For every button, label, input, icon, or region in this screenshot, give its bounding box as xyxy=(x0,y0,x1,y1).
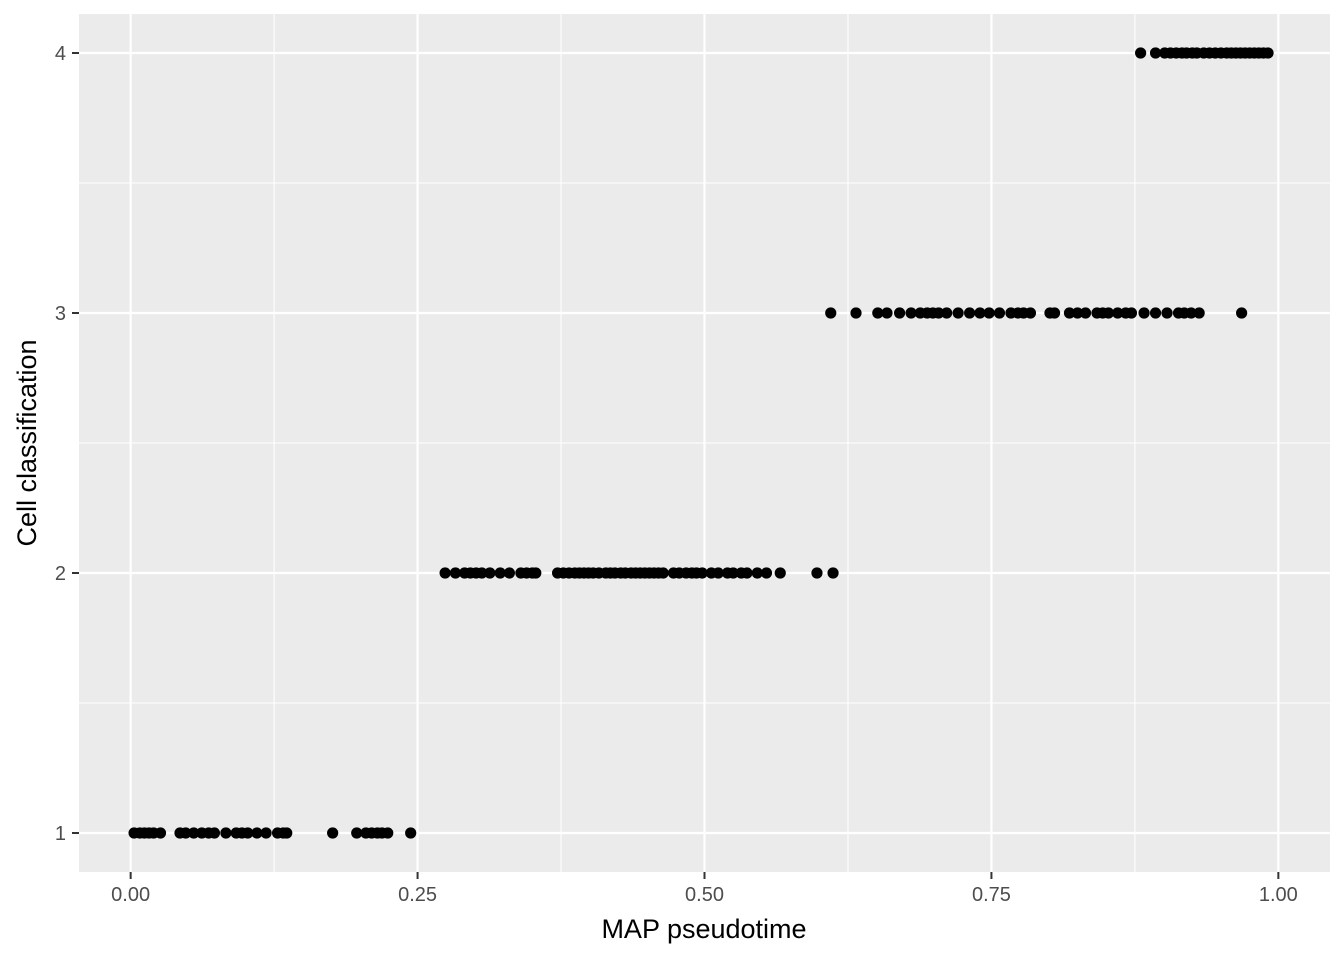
data-point xyxy=(1236,307,1248,319)
data-point xyxy=(751,567,763,579)
y-tick-label: 2 xyxy=(55,563,66,585)
data-point xyxy=(530,567,542,579)
data-point xyxy=(154,827,167,839)
data-point xyxy=(952,307,964,319)
data-point xyxy=(382,827,394,839)
data-point xyxy=(1071,307,1084,319)
y-tick-label: 3 xyxy=(55,303,66,325)
data-point xyxy=(1135,47,1147,59)
data-point xyxy=(1149,307,1162,319)
x-tick-label: 0.25 xyxy=(398,884,437,906)
data-point xyxy=(180,827,192,839)
data-point xyxy=(1138,307,1150,319)
x-tick-label: 1.00 xyxy=(1259,884,1298,906)
data-point xyxy=(1048,307,1061,319)
data-point xyxy=(993,307,1006,319)
y-axis: 1 2 3 4 xyxy=(55,43,79,845)
data-point xyxy=(1262,47,1274,59)
data-points xyxy=(128,47,1274,839)
y-axis-title: Cell classification xyxy=(12,339,42,546)
data-point xyxy=(405,827,417,839)
data-point xyxy=(1102,307,1115,319)
data-point xyxy=(503,567,515,579)
data-point xyxy=(905,307,917,319)
data-point xyxy=(974,307,986,319)
x-axis-title: MAP pseudotime xyxy=(601,914,806,944)
data-point xyxy=(251,827,263,839)
data-point xyxy=(983,307,995,319)
data-point xyxy=(827,567,839,579)
data-point xyxy=(741,567,753,579)
data-point xyxy=(1161,307,1173,319)
x-axis: 0.00 0.25 0.50 0.75 1.00 xyxy=(111,872,1298,906)
data-point xyxy=(494,567,506,579)
data-point xyxy=(1193,307,1205,319)
data-point xyxy=(712,567,724,579)
data-point xyxy=(476,567,488,579)
x-tick-label: 0.50 xyxy=(685,884,724,906)
data-point xyxy=(825,307,837,319)
data-point xyxy=(657,567,669,579)
data-point xyxy=(850,307,862,319)
data-point xyxy=(449,567,462,579)
data-point xyxy=(1063,307,1076,319)
data-point xyxy=(208,827,221,839)
data-point xyxy=(242,827,254,839)
data-point xyxy=(872,307,884,319)
data-point xyxy=(1079,307,1092,319)
data-point xyxy=(1112,307,1124,319)
y-tick-label: 4 xyxy=(55,43,66,65)
data-point xyxy=(894,307,906,319)
data-point xyxy=(220,827,232,839)
data-point xyxy=(941,307,953,319)
data-point xyxy=(933,307,945,319)
data-point xyxy=(760,567,773,579)
data-point xyxy=(188,827,200,839)
data-point xyxy=(1024,307,1037,319)
data-point xyxy=(774,567,786,579)
data-point xyxy=(696,567,708,579)
data-point xyxy=(881,307,893,319)
data-point xyxy=(484,567,496,579)
data-point xyxy=(281,827,293,839)
data-point xyxy=(964,307,976,319)
x-tick-label: 0.00 xyxy=(111,884,150,906)
data-point xyxy=(1125,307,1138,319)
y-tick-label: 1 xyxy=(55,823,66,845)
data-point xyxy=(260,827,272,839)
data-point xyxy=(1149,47,1162,59)
data-point xyxy=(351,827,363,839)
data-point xyxy=(811,567,823,579)
x-tick-label: 0.75 xyxy=(972,884,1011,906)
data-point xyxy=(327,827,339,839)
data-point xyxy=(439,567,451,579)
data-point xyxy=(1185,307,1197,319)
data-point xyxy=(727,567,739,579)
